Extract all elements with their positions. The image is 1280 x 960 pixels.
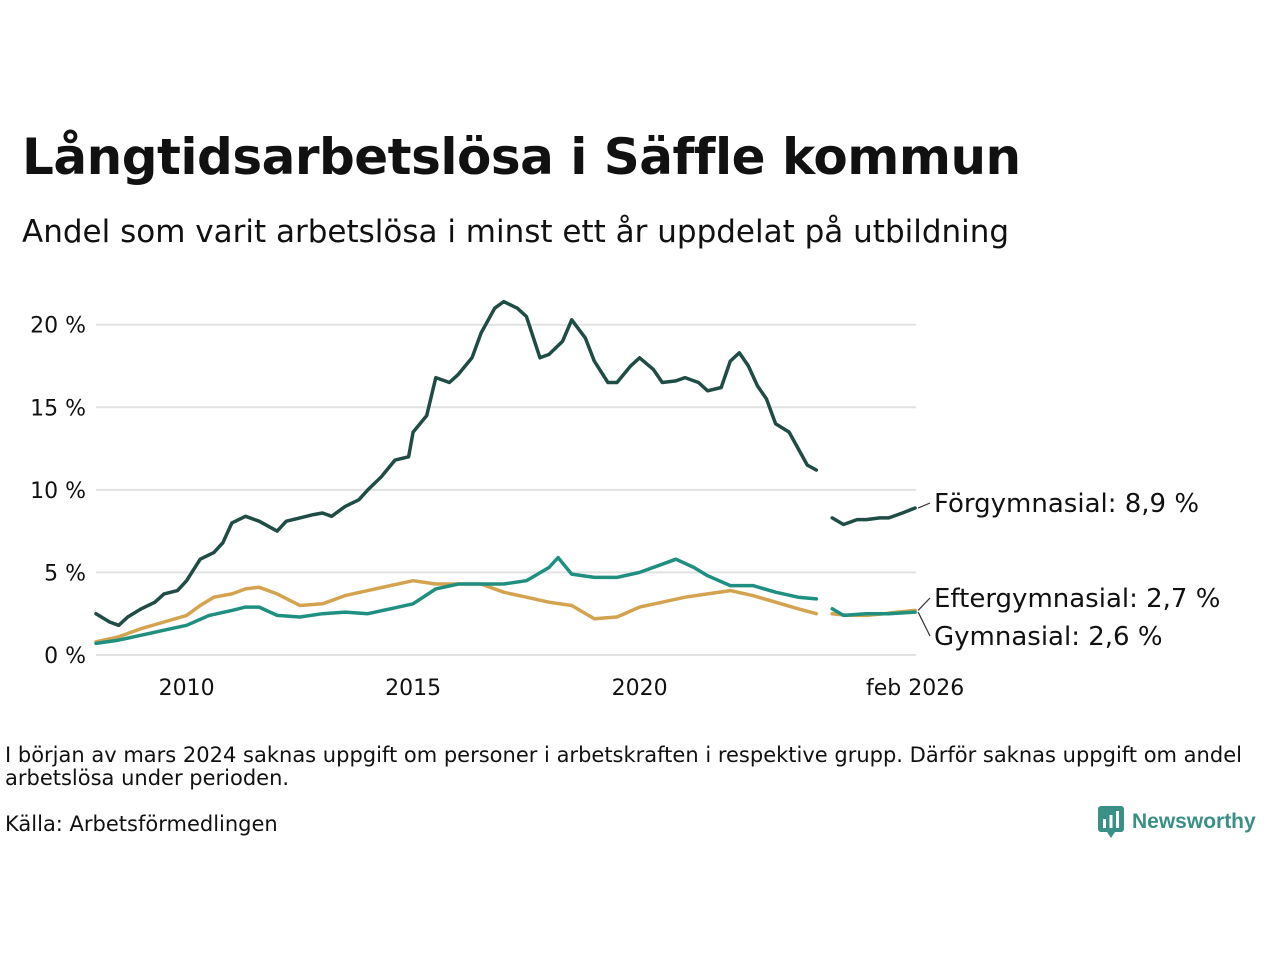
y-tick-label: 5 % [44,561,86,586]
series-line-gymnasial [94,555,819,646]
source-credit: Källa: Arbetsförmedlingen [5,812,278,836]
label-leader-line [917,502,931,509]
footnote: I början av mars 2024 saknas uppgift om … [5,743,1242,790]
series-label-eftergymnasial: Eftergymnasial: 2,7 % [934,584,1220,614]
series-labels: Förgymnasial: 8,9 % Eftergymnasial: 2,7 %… [917,489,1220,652]
y-tick-label: 15 % [30,396,86,421]
x-axis: 2010 2015 2020 feb 2026 [159,676,965,701]
x-tick-label: 2020 [612,676,668,701]
x-tick-label: feb 2026 [866,676,964,701]
series-line-förgymnasial [94,299,819,628]
line-chart: 0 %5 %10 %15 %20 % 2010 2015 2020 feb 2026 … [30,299,1220,701]
series-line-gymnasial [830,607,917,618]
brand-name: Newsworthy [1132,810,1256,833]
gridlines [96,323,916,656]
newsworthy-logo-icon [1098,806,1124,838]
chart-subtitle: Andel som varit arbetslösa i minst ett å… [22,214,1010,250]
series-lines [94,299,917,646]
y-tick-label: 0 % [44,644,86,669]
series-label-förgymnasial: Förgymnasial: 8,9 % [934,489,1199,519]
y-axis: 0 % 5 % 10 % 15 % 20 % [30,314,86,669]
y-tick-label: 10 % [30,479,86,504]
x-tick-label: 2015 [385,676,441,701]
chart-title: Långtidsarbetslösa i Säffle kommun [22,128,1021,186]
x-tick-label: 2010 [159,676,215,701]
series-label-gymnasial: Gymnasial: 2,6 % [934,622,1163,652]
brand-logo: Newsworthy [1098,806,1256,838]
y-tick-label: 20 % [30,314,86,339]
label-leader-line [917,611,931,637]
series-line-förgymnasial [830,506,917,527]
series-line-eftergymnasial [94,578,819,644]
label-leader-line [917,597,931,611]
